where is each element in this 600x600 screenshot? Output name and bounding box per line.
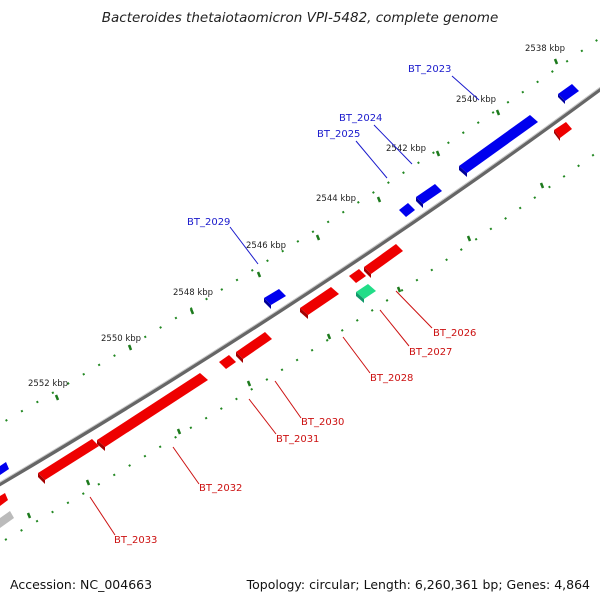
gene-label-bt-2026[interactable]: BT_2026 xyxy=(433,328,476,339)
gene-bt-2023-rev-shade xyxy=(554,130,560,141)
gene-bt-2025b-bar[interactable] xyxy=(399,203,415,217)
gene-bt-2025-bar[interactable] xyxy=(416,184,442,204)
gene-label-bt-2029[interactable]: BT_2029 xyxy=(187,217,230,228)
gene-label-bt-2030[interactable]: BT_2030 xyxy=(301,417,344,428)
gene-edge-grey xyxy=(0,511,14,528)
gene-bt-2031-bar[interactable] xyxy=(219,355,236,369)
gene-label-bt-2031[interactable]: BT_2031 xyxy=(276,434,319,445)
gene-bt-2027-rna[interactable] xyxy=(356,284,376,299)
tick-label: 2548 kbp xyxy=(173,288,213,298)
gene-bt-2030-shade xyxy=(236,352,243,363)
genome-backbone xyxy=(0,86,600,487)
gene-bt-2030-bar[interactable] xyxy=(236,332,272,359)
tick-label: 2552 kbp xyxy=(28,379,68,389)
gene-label-bt-2028[interactable]: BT_2028 xyxy=(370,373,413,384)
tick-label: 2544 kbp xyxy=(316,194,356,204)
tick-label: 2550 kbp xyxy=(101,334,141,344)
gene-edge-blue xyxy=(0,462,9,475)
scale-track-inner xyxy=(4,149,600,541)
tick-label: 2538 kbp xyxy=(525,44,565,54)
forward-genes xyxy=(0,84,579,475)
scale-track-outer xyxy=(0,37,600,426)
gene-bt-2026b-bar[interactable] xyxy=(349,269,366,283)
gene-labels: BT_2023 BT_2024 BT_2025 BT_2029 BT_2026 … xyxy=(114,64,476,546)
tick-label: 2542 kbp xyxy=(386,144,426,154)
label-connectors xyxy=(89,75,480,536)
genome-summary-text: Topology: circular; Length: 6,260,361 bp… xyxy=(246,577,590,592)
gene-bt-2023-arrow[interactable] xyxy=(558,84,579,101)
gene-bt-2026-bar[interactable] xyxy=(364,244,403,274)
gene-bt-2032-shade xyxy=(97,440,105,451)
gene-bt-2029-shade xyxy=(264,298,271,309)
scale-track-outer-major xyxy=(54,58,559,401)
gene-bt-2028-bar[interactable] xyxy=(300,287,339,315)
tick-label: 2540 kbp xyxy=(456,95,496,105)
gene-label-bt-2025[interactable]: BT_2025 xyxy=(317,129,360,140)
map-title: Bacteroides thetaiotaomicron VPI-5482, c… xyxy=(102,10,499,26)
gene-bt-2029-bar[interactable] xyxy=(264,289,286,305)
gene-label-bt-2032[interactable]: BT_2032 xyxy=(199,483,242,494)
reverse-genes xyxy=(0,122,572,528)
gene-bt-2026-shade xyxy=(364,267,371,278)
gene-label-bt-2024[interactable]: BT_2024 xyxy=(339,113,382,124)
gene-label-bt-2033[interactable]: BT_2033 xyxy=(114,535,157,546)
gene-label-bt-2027[interactable]: BT_2027 xyxy=(409,347,452,358)
genome-backbone-highlight xyxy=(0,86,600,483)
tick-label: 2546 kbp xyxy=(246,241,286,251)
gene-bt-2023-shade xyxy=(558,94,565,104)
gene-label-bt-2023[interactable]: BT_2023 xyxy=(408,64,451,75)
accession-text: Accession: NC_004663 xyxy=(10,577,153,592)
gene-bt-2023-rev[interactable] xyxy=(554,122,572,138)
gene-bt-2032-bar[interactable] xyxy=(97,373,208,447)
scale-track-inner-major xyxy=(26,182,545,519)
gene-bt-2028-shade xyxy=(300,308,308,319)
gene-bt-2024-shade xyxy=(459,166,467,177)
tick-labels: 2538 kbp 2540 kbp 2542 kbp 2544 kbp 2546… xyxy=(28,44,565,389)
gene-bt-2033-shade xyxy=(38,473,45,484)
gene-bt-2024-bar[interactable] xyxy=(459,115,538,173)
gene-bt-2033-bar[interactable] xyxy=(38,439,99,480)
gene-bt-2025-shade xyxy=(416,197,423,208)
gene-bt-2027-shade xyxy=(356,292,364,303)
gene-edge-red xyxy=(0,493,8,506)
